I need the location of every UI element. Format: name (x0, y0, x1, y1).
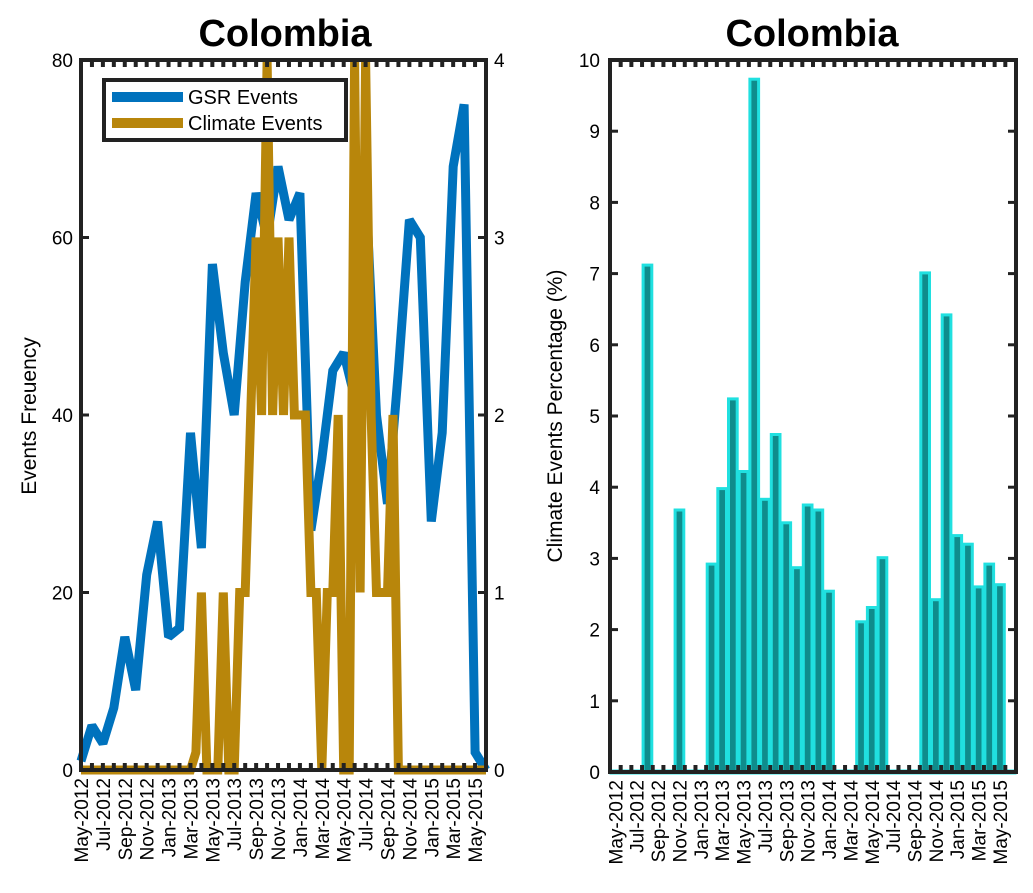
percentage-bar (791, 566, 803, 774)
right-chart-y-tick-label: 2 (589, 621, 600, 642)
percentage-bar (641, 263, 654, 774)
left-x-tick-label: Mar-2014 (313, 778, 334, 860)
left-x-tick-label: Nov-2014 (400, 778, 421, 861)
right-chart-y-tick-label: 0 (589, 763, 600, 784)
right-chart-x-tick-label: Sep-2013 (777, 780, 798, 862)
right-chart-x-tick-label: Nov-2014 (927, 780, 948, 863)
right-chart-y-tick-label: 9 (589, 122, 600, 143)
right-chart-x-tick-label: Nov-2012 (670, 780, 691, 862)
percentage-bar (983, 562, 996, 774)
right-chart-y-tick-label: 5 (589, 407, 600, 428)
right-y-axis-label: Climate Events Percentage (%) (544, 270, 567, 563)
left-y-tick-label: 60 (52, 229, 73, 250)
right-chart-y-tick-label: 6 (589, 336, 600, 357)
percentage-bar (727, 397, 739, 774)
percentage-bar (994, 583, 1006, 774)
percentage-bar (812, 508, 825, 774)
left-x-tick-label: Sep-2012 (116, 778, 137, 860)
left-x-tick-label: Jul-2012 (94, 778, 115, 851)
legend: GSR Events Climate Events (102, 78, 348, 142)
left-y-tick-label: 80 (52, 51, 73, 72)
left-x-tick-label: May-2013 (203, 778, 224, 863)
right-chart-y-tick-label: 8 (589, 193, 600, 214)
percentage-bar (919, 271, 931, 774)
percentage-bar (748, 77, 761, 774)
left-x-tick-label: Sep-2014 (378, 778, 399, 861)
gsr-events-line (76, 103, 490, 773)
right-chart-x-tick-label: Mar-2013 (713, 780, 734, 861)
right-chart-y-tick-label: 3 (589, 549, 600, 570)
percentage-bar (780, 521, 793, 774)
percentage-bar (930, 598, 942, 774)
percentage-bar (855, 620, 867, 774)
right-chart-x-tick-label: May-2014 (863, 780, 884, 865)
right-chart-x-tick-label: Mar-2014 (841, 780, 862, 862)
right-chart-x-tick-label: May-2015 (991, 780, 1012, 865)
right-y-tick-label: 3 (494, 229, 505, 250)
left-x-tick-label: Jul-2013 (225, 778, 246, 851)
left-y-axis-label: Events Freuency (18, 337, 41, 495)
right-chart-x-tick-label: Sep-2014 (906, 780, 927, 863)
right-chart-x-tick-label: Mar-2015 (970, 780, 991, 861)
legend-gsr-label: GSR Events (188, 87, 298, 109)
right-chart-x-tick-label: Jul-2014 (884, 780, 905, 853)
percentage-bar (876, 556, 889, 774)
right-chart-x-tick-label: Jul-2013 (756, 780, 777, 853)
percentage-bar (865, 606, 878, 774)
percentage-bar (962, 542, 974, 774)
right-y-tick-label: 1 (494, 584, 505, 605)
percentage-bar (823, 589, 835, 774)
right-y-tick-label: 0 (494, 761, 505, 782)
left-x-tick-label: May-2015 (466, 778, 487, 863)
percentage-bar (673, 508, 686, 774)
right-chart-y-tick-label: 1 (589, 692, 600, 713)
percentage-bar (769, 433, 782, 774)
right-chart: Colombia Climate Events Percentage (%) 0… (544, 13, 1018, 865)
left-x-tick-label: Jan-2015 (422, 778, 443, 857)
percentage-bar (972, 585, 985, 774)
left-x-tick-label: Jan-2014 (291, 778, 312, 858)
left-x-tick-label: Mar-2015 (444, 778, 465, 859)
right-chart-x-tick-label: May-2013 (735, 780, 756, 865)
left-x-tick-label: May-2014 (335, 778, 356, 863)
right-chart-x-tick-label: Jan-2014 (820, 780, 841, 860)
right-y-tick-label: 4 (494, 51, 505, 72)
left-x-tick-label: Nov-2013 (269, 778, 290, 860)
percentage-bar (705, 562, 718, 774)
percentage-bar (801, 503, 814, 774)
percentage-bar (759, 497, 771, 774)
right-y-tick-label: 2 (494, 406, 505, 427)
percentage-bar (737, 470, 750, 774)
left-x-tick-label: Nov-2012 (138, 778, 159, 860)
left-x-tick-label: Jul-2014 (357, 778, 378, 851)
right-chart-x-tick-label: Jul-2012 (628, 780, 649, 853)
right-chart-x-tick-label: Jan-2013 (692, 780, 713, 859)
left-x-tick-label: Mar-2013 (181, 778, 202, 859)
right-chart-x-tick-label: Nov-2013 (799, 780, 820, 862)
left-x-tick-label: Sep-2013 (247, 778, 268, 860)
right-chart-title: Colombia (725, 13, 899, 55)
left-y-tick-label: 40 (52, 406, 73, 427)
right-chart-y-tick-label: 4 (589, 478, 600, 499)
legend-climate-label: Climate Events (188, 113, 323, 135)
left-y-tick-label: 0 (62, 761, 73, 782)
left-y-tick-label: 20 (52, 584, 73, 605)
left-x-tick-label: May-2012 (72, 778, 93, 863)
right-chart-y-tick-label: 7 (589, 265, 600, 286)
percentage-bar (951, 534, 964, 774)
left-chart-title: Colombia (198, 13, 372, 55)
percentage-bar (716, 487, 728, 774)
right-chart-y-tick-label: 10 (579, 51, 600, 72)
left-chart: Colombia Events Freuency 0 20 40 60 80 0 1 2 3 4 M… (18, 13, 505, 863)
legend-box (102, 78, 348, 142)
right-chart-x-tick-label: Jan-2015 (948, 780, 969, 859)
right-chart-x-tick-label: May-2012 (606, 780, 627, 865)
percentage-bar (940, 313, 953, 774)
left-x-tick-label: Jan-2013 (160, 778, 181, 857)
right-chart-x-tick-label: Sep-2012 (649, 780, 670, 862)
